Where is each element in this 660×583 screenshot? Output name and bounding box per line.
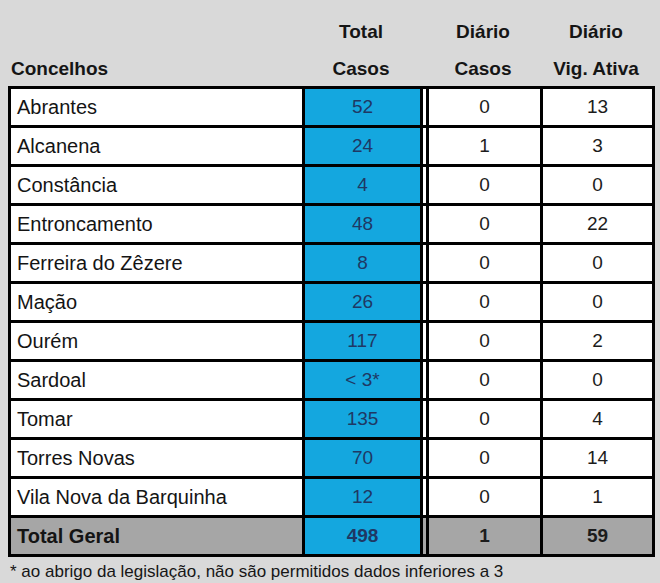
concelho-cell: Constância bbox=[10, 166, 304, 205]
total-casos-cell: 70 bbox=[304, 439, 422, 478]
diario-casos-cell: 0 bbox=[428, 361, 542, 400]
diario-vig-ativa-cell: 2 bbox=[542, 322, 654, 361]
diario-casos-cell: 0 bbox=[428, 166, 542, 205]
table-row: Entroncamento 48 0 22 bbox=[10, 205, 654, 244]
table-row: Ferreira do Zêzere 8 0 0 bbox=[10, 244, 654, 283]
table-row: Abrantes 52 0 13 bbox=[10, 88, 654, 127]
diario-vig-ativa-cell: 1 bbox=[542, 478, 654, 517]
total-row: Total Geral 498 1 59 bbox=[10, 517, 654, 556]
table-row: Alcanena 24 1 3 bbox=[10, 127, 654, 166]
total-casos-cell: 135 bbox=[304, 400, 422, 439]
total-casos-cell: < 3* bbox=[304, 361, 422, 400]
total-casos-cell: 52 bbox=[304, 88, 422, 127]
header-diario-vig-line2: Vig. Ativa bbox=[553, 59, 639, 79]
table-row: Mação 26 0 0 bbox=[10, 283, 654, 322]
header-diario-vig: Diário Vig. Ativa bbox=[540, 0, 652, 86]
header-diario-casos-line2: Casos bbox=[454, 59, 511, 79]
concelho-cell: Entroncamento bbox=[10, 205, 304, 244]
total-label-cell: Total Geral bbox=[10, 517, 304, 556]
header-concelhos-label: Concelhos bbox=[11, 59, 108, 79]
diario-vig-ativa-cell: 0 bbox=[542, 283, 654, 322]
diario-casos-cell: 0 bbox=[428, 439, 542, 478]
table-row: Tomar 135 0 4 bbox=[10, 400, 654, 439]
diario-vig-ativa-total-cell: 59 bbox=[542, 517, 654, 556]
header-total-line1: Total bbox=[339, 22, 383, 42]
concelho-cell: Alcanena bbox=[10, 127, 304, 166]
concelho-cell: Torres Novas bbox=[10, 439, 304, 478]
concelho-cell: Sardoal bbox=[10, 361, 304, 400]
header-total-casos: Total Casos bbox=[302, 0, 420, 86]
concelho-cell: Ourém bbox=[10, 322, 304, 361]
header-concelhos: Concelhos bbox=[8, 0, 302, 86]
table-row: Torres Novas 70 0 14 bbox=[10, 439, 654, 478]
header-diario-casos-line1: Diário bbox=[456, 22, 510, 42]
diario-casos-cell: 0 bbox=[428, 400, 542, 439]
total-casos-cell: 4 bbox=[304, 166, 422, 205]
footnote: * ao abrigo da legislação, não são permi… bbox=[10, 562, 660, 582]
concelhos-table: Abrantes 52 0 13 Alcanena 24 1 3 Constân… bbox=[8, 86, 655, 557]
concelho-cell: Mação bbox=[10, 283, 304, 322]
header-diario-vig-line1: Diário bbox=[569, 22, 623, 42]
diario-vig-ativa-cell: 4 bbox=[542, 400, 654, 439]
table-row: Ourém 117 0 2 bbox=[10, 322, 654, 361]
diario-casos-cell: 0 bbox=[428, 244, 542, 283]
diario-casos-cell: 0 bbox=[428, 283, 542, 322]
concelho-cell: Tomar bbox=[10, 400, 304, 439]
diario-casos-cell: 0 bbox=[428, 322, 542, 361]
diario-vig-ativa-cell: 13 bbox=[542, 88, 654, 127]
header-total-line2: Casos bbox=[332, 59, 389, 79]
total-casos-cell: 12 bbox=[304, 478, 422, 517]
table-row: Sardoal < 3* 0 0 bbox=[10, 361, 654, 400]
diario-casos-cell: 0 bbox=[428, 205, 542, 244]
total-casos-cell: 26 bbox=[304, 283, 422, 322]
diario-casos-cell: 0 bbox=[428, 88, 542, 127]
total-casos-cell: 48 bbox=[304, 205, 422, 244]
total-casos-cell: 8 bbox=[304, 244, 422, 283]
total-casos-total-cell: 498 bbox=[304, 517, 422, 556]
diario-casos-cell: 0 bbox=[428, 478, 542, 517]
header-diario-casos: Diário Casos bbox=[426, 0, 540, 86]
concelho-cell: Abrantes bbox=[10, 88, 304, 127]
total-casos-cell: 24 bbox=[304, 127, 422, 166]
diario-vig-ativa-cell: 0 bbox=[542, 361, 654, 400]
table-row: Constância 4 0 0 bbox=[10, 166, 654, 205]
diario-vig-ativa-cell: 3 bbox=[542, 127, 654, 166]
diario-casos-total-cell: 1 bbox=[428, 517, 542, 556]
diario-vig-ativa-cell: 14 bbox=[542, 439, 654, 478]
total-casos-cell: 117 bbox=[304, 322, 422, 361]
table-header: Concelhos Total Casos Diário Casos Diári… bbox=[8, 0, 652, 86]
diario-vig-ativa-cell: 0 bbox=[542, 244, 654, 283]
diario-vig-ativa-cell: 22 bbox=[542, 205, 654, 244]
concelho-cell: Vila Nova da Barquinha bbox=[10, 478, 304, 517]
diario-casos-cell: 1 bbox=[428, 127, 542, 166]
concelho-cell: Ferreira do Zêzere bbox=[10, 244, 304, 283]
table-row: Vila Nova da Barquinha 12 0 1 bbox=[10, 478, 654, 517]
diario-vig-ativa-cell: 0 bbox=[542, 166, 654, 205]
